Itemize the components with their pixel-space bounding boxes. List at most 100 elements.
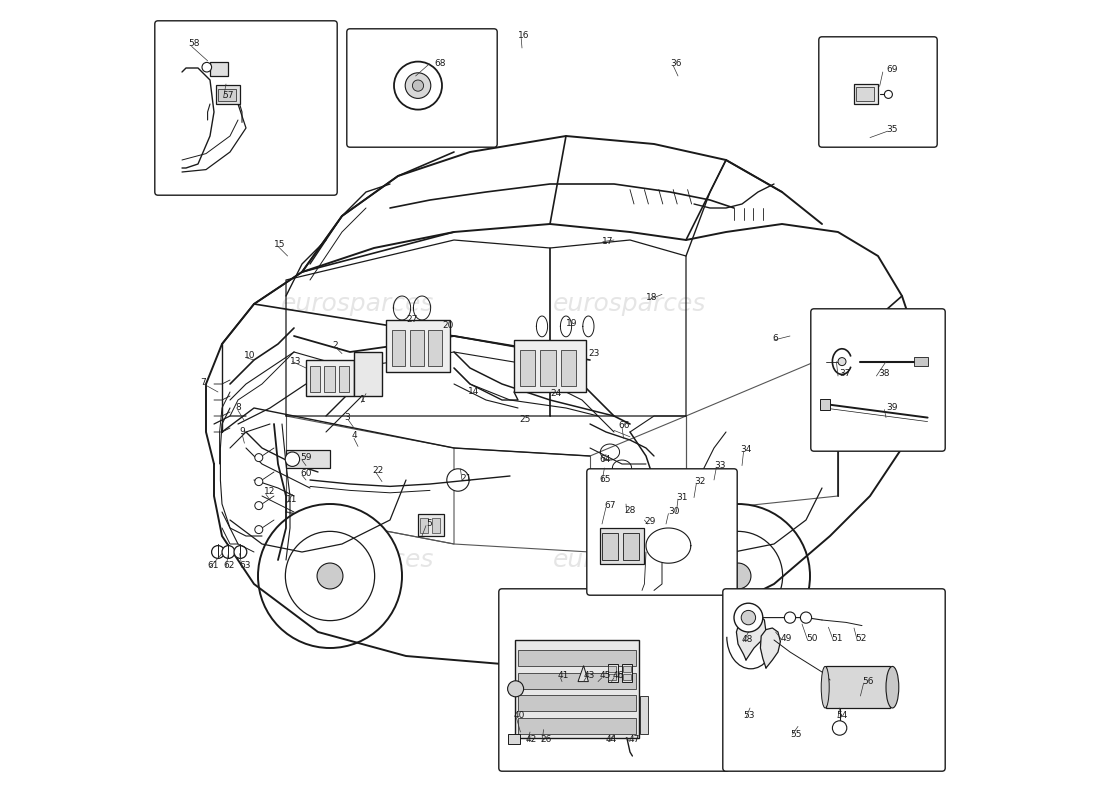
Bar <box>518 673 637 689</box>
Text: 64: 64 <box>600 455 610 465</box>
Bar <box>508 734 520 744</box>
Bar <box>698 475 705 502</box>
Bar <box>680 470 710 506</box>
Text: 2: 2 <box>332 341 338 350</box>
Text: 66: 66 <box>619 421 630 430</box>
Circle shape <box>725 563 751 589</box>
Bar <box>607 664 618 682</box>
Text: 54: 54 <box>836 711 848 721</box>
Bar <box>608 674 616 680</box>
Circle shape <box>222 546 234 558</box>
Text: 55: 55 <box>790 730 802 739</box>
Text: 51: 51 <box>832 634 843 643</box>
Circle shape <box>285 452 299 466</box>
Text: 36: 36 <box>670 59 682 69</box>
Text: 28: 28 <box>625 506 636 515</box>
FancyBboxPatch shape <box>346 29 497 147</box>
Text: 65: 65 <box>600 475 612 485</box>
Bar <box>690 475 696 502</box>
Bar <box>602 533 618 560</box>
Text: eurosparces: eurosparces <box>553 292 706 316</box>
Circle shape <box>838 358 846 366</box>
Bar <box>821 399 830 410</box>
Text: 61: 61 <box>208 561 219 570</box>
Circle shape <box>405 73 431 98</box>
Text: 13: 13 <box>290 357 301 366</box>
Bar <box>418 514 443 536</box>
Text: 46: 46 <box>613 671 624 681</box>
Circle shape <box>884 90 892 98</box>
Bar <box>324 366 334 392</box>
Circle shape <box>285 531 375 621</box>
Text: 50: 50 <box>806 634 817 643</box>
Text: 33: 33 <box>714 461 726 470</box>
Circle shape <box>234 546 246 558</box>
Circle shape <box>784 612 795 623</box>
Ellipse shape <box>822 666 829 708</box>
Text: 7: 7 <box>200 378 206 387</box>
Text: 18: 18 <box>646 293 658 302</box>
Text: 22: 22 <box>373 466 384 475</box>
Text: 3: 3 <box>344 413 350 422</box>
Bar <box>286 450 330 468</box>
Text: 8: 8 <box>235 403 241 413</box>
FancyBboxPatch shape <box>586 469 737 595</box>
Circle shape <box>255 478 263 486</box>
Bar <box>386 320 450 372</box>
Text: 39: 39 <box>886 403 898 413</box>
Bar <box>600 528 643 564</box>
Ellipse shape <box>886 666 899 708</box>
Text: 67: 67 <box>604 501 616 510</box>
Text: 47: 47 <box>628 735 640 745</box>
Text: 69: 69 <box>886 65 898 74</box>
Text: 23: 23 <box>588 349 600 358</box>
Bar <box>428 330 442 366</box>
Circle shape <box>255 526 263 534</box>
Text: 37: 37 <box>839 369 851 378</box>
Bar <box>519 350 535 386</box>
Text: 11: 11 <box>286 495 297 505</box>
Circle shape <box>394 62 442 110</box>
Text: 52: 52 <box>856 634 867 643</box>
Text: eurosparces: eurosparces <box>282 292 434 316</box>
Text: 49: 49 <box>780 634 792 643</box>
Circle shape <box>666 504 810 648</box>
FancyBboxPatch shape <box>811 309 945 451</box>
Text: 10: 10 <box>244 351 256 361</box>
Bar <box>608 666 616 672</box>
Bar <box>392 330 405 366</box>
Bar <box>410 330 424 366</box>
Circle shape <box>412 80 424 91</box>
FancyBboxPatch shape <box>723 589 945 771</box>
Text: 25: 25 <box>519 415 531 425</box>
Bar <box>310 366 320 392</box>
Bar <box>431 518 440 533</box>
Text: 68: 68 <box>434 59 446 69</box>
FancyBboxPatch shape <box>155 21 338 195</box>
Bar <box>339 366 349 392</box>
Circle shape <box>317 563 343 589</box>
Polygon shape <box>760 628 780 668</box>
Circle shape <box>255 502 263 510</box>
Text: 15: 15 <box>274 240 286 250</box>
Text: 31: 31 <box>676 493 688 502</box>
Text: 40: 40 <box>514 711 526 721</box>
Text: 48: 48 <box>742 635 754 645</box>
Text: 4: 4 <box>352 431 358 441</box>
Bar <box>681 475 688 502</box>
Bar <box>306 360 354 396</box>
Text: 6: 6 <box>772 334 778 343</box>
Bar <box>216 85 240 104</box>
Bar <box>515 640 639 738</box>
Circle shape <box>833 721 847 735</box>
Text: 44: 44 <box>606 735 617 745</box>
Bar <box>826 666 890 708</box>
FancyBboxPatch shape <box>818 37 937 147</box>
Text: 58: 58 <box>188 39 200 49</box>
Text: 62: 62 <box>223 561 235 570</box>
Bar <box>857 87 874 101</box>
Circle shape <box>734 603 762 632</box>
Bar <box>914 357 928 366</box>
Bar <box>621 664 632 682</box>
Text: 24: 24 <box>550 389 561 398</box>
